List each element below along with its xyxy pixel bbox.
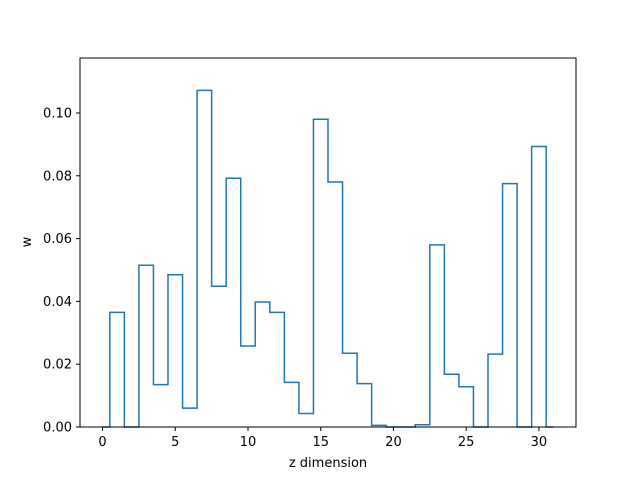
x-tick-label: 20 <box>385 435 402 450</box>
y-axis-ticks: 0.00 0.02 0.04 0.06 0.08 0.10 <box>43 106 80 436</box>
y-tick-label: 0.08 <box>43 169 72 184</box>
y-tick-label: 0.10 <box>43 106 72 121</box>
axes-frame <box>79 57 577 428</box>
x-tick-label: 25 <box>458 435 475 450</box>
y-tick-label: 0.00 <box>43 421 72 436</box>
plot-area <box>80 58 576 427</box>
y-tick-label: 0.06 <box>43 232 72 247</box>
y-axis-label: w <box>20 236 35 247</box>
y-tick-label: 0.04 <box>43 295 72 310</box>
x-axis-ticks: 0 5 10 15 20 25 30 <box>98 427 547 450</box>
x-axis-label: z dimension <box>289 456 367 471</box>
x-tick-label: 30 <box>531 435 548 450</box>
y-tick-label: 0.02 <box>43 358 72 373</box>
x-tick-label: 0 <box>98 435 106 450</box>
x-tick-label: 5 <box>171 435 179 450</box>
x-tick-label: 15 <box>312 435 329 450</box>
x-tick-label: 10 <box>240 435 257 450</box>
